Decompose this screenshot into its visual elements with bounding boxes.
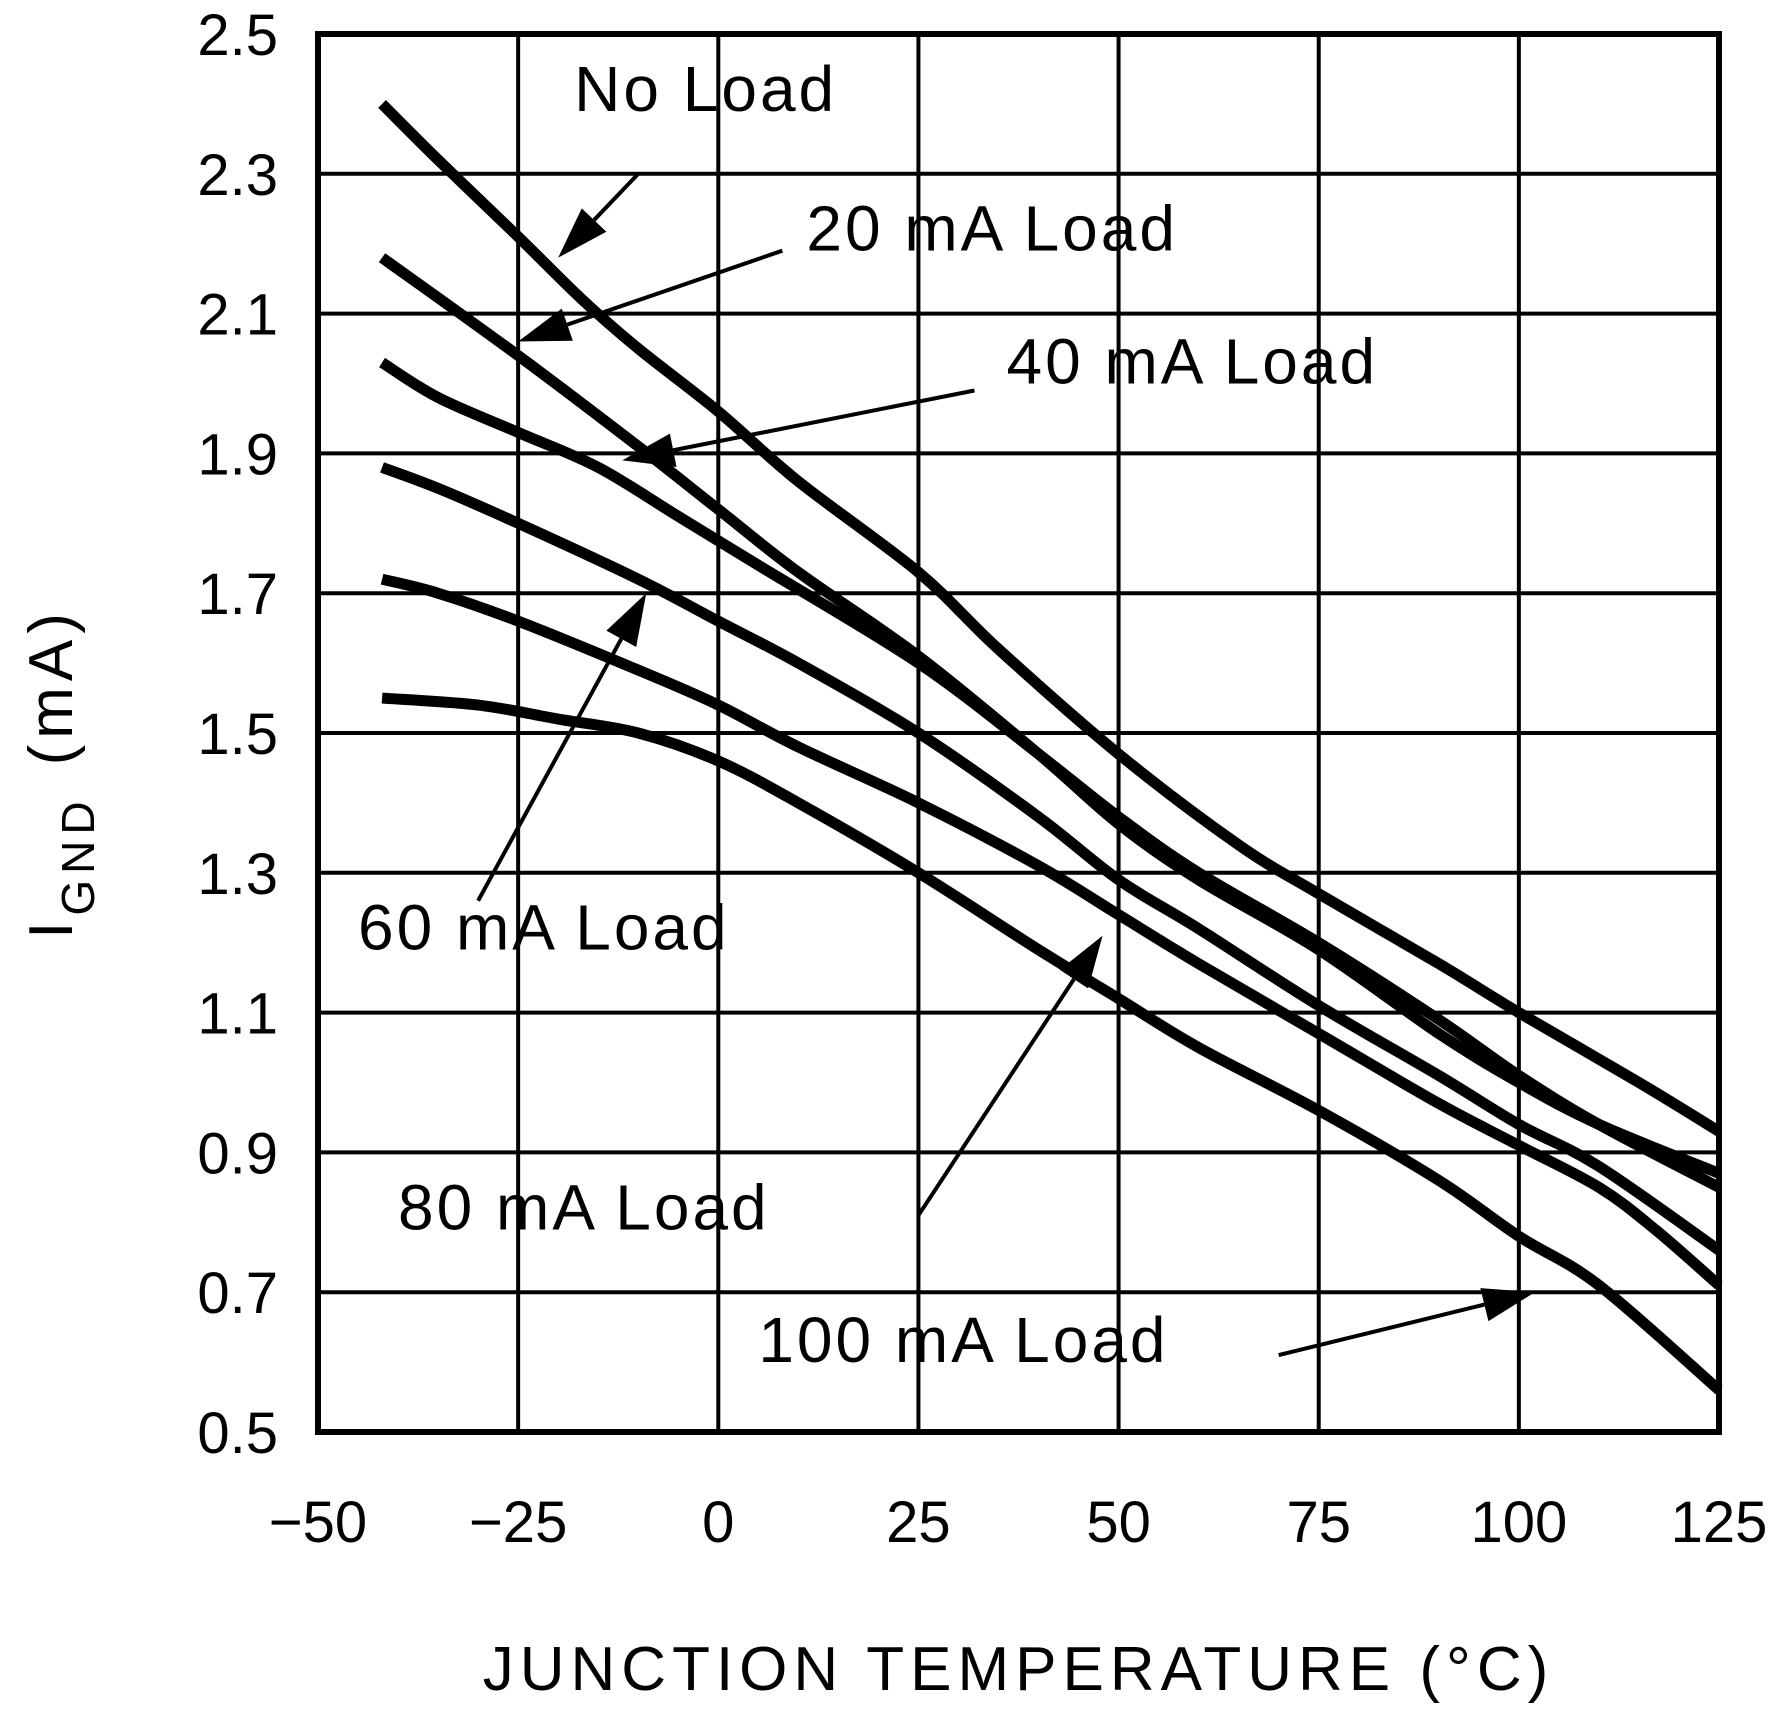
y-tick-label: 1.5 <box>197 702 278 767</box>
annotation-arrow-head <box>622 433 677 467</box>
y-tick-label: 1.9 <box>197 422 278 487</box>
annotation-arrow-line <box>672 388 975 453</box>
y-tick-label: 1.1 <box>197 982 278 1047</box>
series-line-4 <box>380 573 1723 1290</box>
y-tick-label: 2.5 <box>197 3 278 68</box>
y-tick-label: 2.3 <box>197 143 278 208</box>
series-line-2 <box>379 357 1722 1193</box>
annotation-arrow-head <box>1059 935 1103 989</box>
annotation-arrow-head <box>558 208 607 258</box>
x-tick-label: 50 <box>1086 1490 1151 1555</box>
series-line-0 <box>378 100 1722 1137</box>
annotation-arrow-line <box>592 172 640 222</box>
y-axis-title-main: I <box>17 916 86 939</box>
x-tick-label: 75 <box>1286 1490 1351 1555</box>
y-axis-title: IGND (mA) <box>17 607 104 939</box>
series-label-0: No Load <box>574 53 837 125</box>
y-tick-labels: 0.5 0.7 0.9 1.1 1.3 1.5 1.7 1.9 2.1 2.3 2.5 <box>197 3 278 1466</box>
annotation-arrow-line <box>1278 1302 1485 1358</box>
y-tick-label: 1.7 <box>197 562 278 627</box>
series-line-5 <box>381 692 1723 1395</box>
y-tick-label: 0.9 <box>197 1121 278 1186</box>
series-label-4: 80 mA Load <box>398 1171 770 1243</box>
x-axis-title: JUNCTION TEMPERATURE (°C) <box>483 1635 1555 1704</box>
annotation-arrow-head <box>518 308 573 342</box>
x-tick-labels: −50 −25 0 25 50 75 100 125 <box>269 1490 1768 1555</box>
y-axis-title-subscript: GND <box>52 795 104 915</box>
x-tick-label: −25 <box>469 1490 567 1555</box>
series-label-2: 40 mA Load <box>1006 326 1378 398</box>
annotation-arrow-line <box>916 978 1076 1217</box>
grid-lines <box>318 34 1719 1432</box>
y-tick-label: 2.1 <box>197 283 278 348</box>
y-tick-label: 1.3 <box>197 842 278 907</box>
plot-frame <box>315 31 1722 1435</box>
x-tick-label: −50 <box>269 1490 367 1555</box>
x-tick-label: 100 <box>1470 1490 1567 1555</box>
series-label-1: 20 mA Load <box>806 193 1178 265</box>
x-tick-label: 25 <box>886 1490 951 1555</box>
series-lines <box>378 100 1723 1395</box>
series-annotations: No Load 20 mA Load 40 mA Load 60 mA Load 80 … <box>358 53 1535 1376</box>
y-axis-title-unit: (mA) <box>17 607 86 765</box>
series-line-3 <box>380 462 1723 1255</box>
annotation-arrow-line <box>566 248 783 327</box>
series-label-5: 100 mA Load <box>758 1304 1168 1376</box>
x-tick-label: 0 <box>702 1490 734 1555</box>
annotation-arrow-head <box>606 593 647 647</box>
y-tick-label: 0.5 <box>197 1401 278 1466</box>
annotation-arrow-head <box>1480 1288 1535 1322</box>
y-tick-label: 0.7 <box>197 1261 278 1326</box>
annotation-arrow-line <box>476 637 624 902</box>
x-tick-label: 125 <box>1671 1490 1768 1555</box>
series-label-3: 60 mA Load <box>358 892 730 964</box>
